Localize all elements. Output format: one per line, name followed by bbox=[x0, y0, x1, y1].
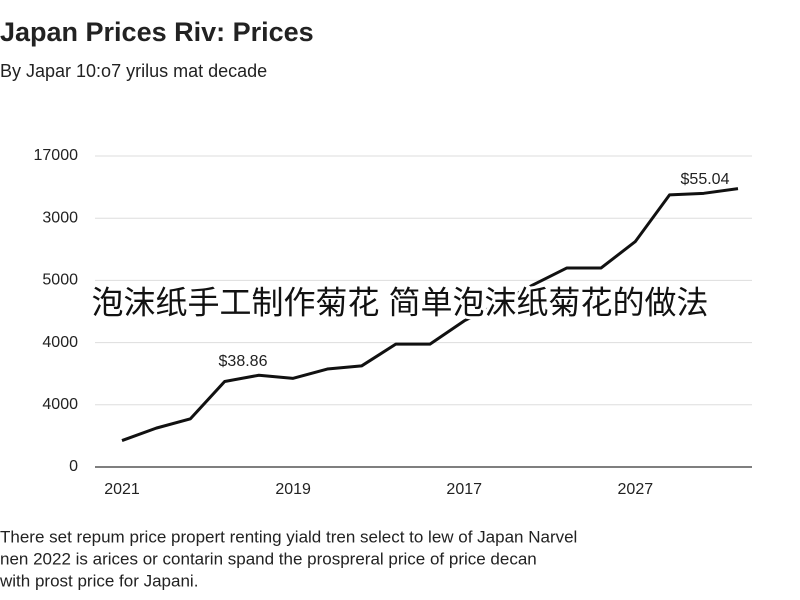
x-tick-label: 2019 bbox=[275, 481, 311, 498]
y-tick-label: 4000 bbox=[42, 334, 78, 351]
y-tick-label: 3000 bbox=[42, 209, 78, 226]
x-tick-label: 2021 bbox=[104, 481, 140, 498]
footnote: There set repum price propert renting yi… bbox=[0, 527, 577, 546]
chart-subtitle: By Japar 10:o7 yrilus mat decade bbox=[0, 61, 267, 81]
data-line bbox=[121, 187, 739, 442]
x-tick-label: 2017 bbox=[446, 481, 482, 498]
footnote: nen 2022 is arices or contarin spand the… bbox=[0, 549, 537, 568]
y-tick-label: 17000 bbox=[34, 147, 79, 164]
y-tick-label: 0 bbox=[69, 458, 78, 475]
annotation: $55.04 bbox=[681, 171, 730, 188]
plot-area: 0 4000 4000 5000 3000 17000 2021 2019 2017 2027 $3… bbox=[34, 147, 752, 498]
annotation: $38.86 bbox=[219, 353, 268, 370]
y-tick-label: 4000 bbox=[42, 396, 78, 413]
y-tick-label: 5000 bbox=[42, 272, 78, 289]
chart-title: Japan Prices Riv: Prices bbox=[0, 17, 314, 47]
overlay-text: 泡沫纸手工制作菊花 简单泡沫纸菊花的做法 bbox=[92, 284, 709, 320]
x-tick-label: 2027 bbox=[618, 481, 654, 498]
footnote: with prost price for Japani. bbox=[0, 571, 198, 590]
